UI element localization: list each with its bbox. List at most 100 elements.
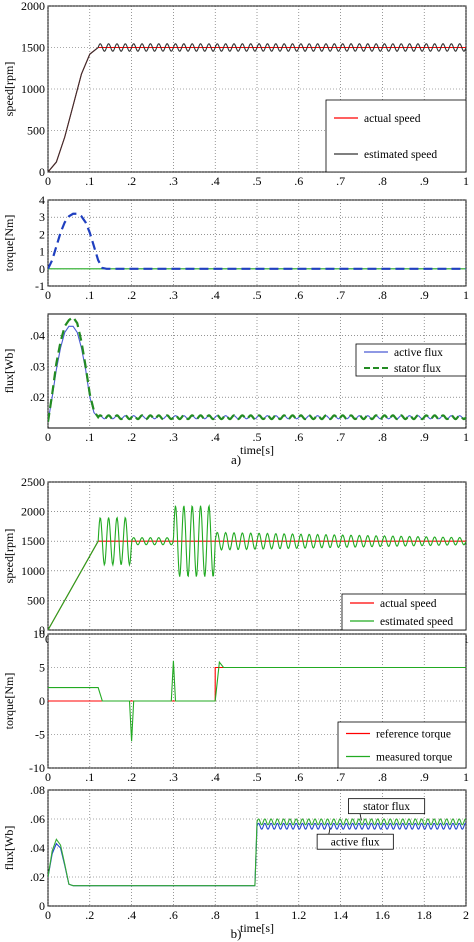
x-tick-label: .5 — [253, 174, 262, 188]
y-tick-label: 1 — [39, 245, 45, 259]
x-tick-label: .7 — [336, 770, 345, 784]
series-group — [48, 212, 466, 270]
x-tick-label: .3 — [169, 770, 178, 784]
x-tick-label: 1.6 — [375, 908, 390, 922]
y-tick-label: .04 — [30, 841, 45, 855]
y-tick-label: 500 — [27, 593, 45, 607]
x-tick-label: 1 — [254, 908, 260, 922]
x-tick-label: 1 — [463, 770, 469, 784]
y-tick-label: .02 — [30, 870, 45, 884]
caption-a: a) — [231, 452, 241, 467]
x-tick-label: .6 — [294, 288, 303, 302]
series-line-active-flux — [48, 822, 466, 887]
x-tick-label: .5 — [253, 770, 262, 784]
legend: actual speed estimated speed — [325, 99, 467, 173]
y-tick-label: 1000 — [21, 564, 45, 578]
series-line-estimated-speed — [48, 503, 466, 630]
x-tick-label: .2 — [127, 288, 136, 302]
annotation-box — [348, 798, 426, 815]
x-tick-label: .8 — [378, 288, 387, 302]
x-tick-label: .6 — [169, 908, 178, 922]
legend-label: actual speed — [364, 113, 421, 125]
x-tick-label: .9 — [420, 288, 429, 302]
annotation-box — [316, 833, 394, 850]
x-tick-label: .2 — [127, 174, 136, 188]
legend-box — [337, 721, 467, 769]
y-tick-label: 5 — [39, 661, 45, 675]
x-tick-label: .1 — [85, 174, 94, 188]
legend-label: measured torque — [376, 752, 452, 764]
x-axis-label: time[s] — [240, 443, 274, 457]
x-tick-label: 1 — [463, 430, 469, 444]
y-tick-label: -10 — [29, 761, 45, 775]
legend-label: active flux — [394, 347, 443, 359]
series-group — [48, 660, 466, 742]
x-tick-label: .5 — [253, 288, 262, 302]
legend-label: stator flux — [394, 363, 441, 375]
x-tick-label: 0 — [45, 908, 51, 922]
x-tick-label: .2 — [127, 770, 136, 784]
y-tick-label: 0 — [39, 694, 45, 708]
y-tick-label: 2000 — [21, 0, 45, 13]
x-tick-label: 1.8 — [417, 908, 432, 922]
x-tick-label: .2 — [127, 430, 136, 444]
x-tick-label: .4 — [211, 174, 220, 188]
series-line-stator-flux — [48, 818, 466, 887]
x-tick-label: .6 — [294, 174, 303, 188]
y-tick-label: .08 — [30, 783, 45, 797]
legend-label: actual speed — [380, 598, 437, 610]
y-tick-label: 0 — [39, 165, 45, 179]
y-axis-label: flux[Wb] — [2, 349, 16, 394]
x-tick-label: .3 — [169, 174, 178, 188]
annotation-label: active flux — [331, 837, 380, 849]
x-tick-label: 1 — [463, 288, 469, 302]
x-tick-label: .8 — [211, 908, 220, 922]
y-axis-label: speed[rpm] — [2, 529, 16, 584]
annotation-label: stator flux — [363, 801, 410, 813]
x-tick-label: 1.4 — [333, 908, 348, 922]
x-tick-label: 0 — [45, 770, 51, 784]
x-tick-label: .7 — [336, 174, 345, 188]
series-line-measured-torque — [48, 660, 466, 742]
legend-box — [355, 343, 467, 377]
x-tick-label: .9 — [420, 174, 429, 188]
legend-label: estimated speed — [380, 616, 453, 628]
x-tick-label: .3 — [169, 288, 178, 302]
legend-label: reference torque — [376, 729, 451, 741]
x-tick-label: 0 — [45, 174, 51, 188]
legend: active flux stator flux — [355, 343, 467, 377]
x-tick-label: .4 — [211, 288, 220, 302]
series-line-stator-flux — [48, 315, 466, 423]
y-tick-label: .04 — [30, 329, 45, 343]
legend-box — [341, 593, 467, 631]
legend-box — [325, 99, 467, 173]
y-tick-label: -1 — [35, 279, 45, 293]
x-tick-label: 2 — [463, 908, 469, 922]
chart-b2: 0 .1 .2 .3 .4 .5 .6 .7 .8 .9 1 -10 -5 0 5 10 torque[Nm] r… — [2, 627, 469, 784]
x-tick-label: 0 — [45, 430, 51, 444]
series-group — [48, 503, 466, 630]
y-tick-label: 4 — [39, 193, 45, 207]
y-tick-label: .06 — [30, 812, 45, 826]
y-tick-label: .02 — [30, 390, 45, 404]
series-group — [48, 818, 466, 887]
x-tick-label: .1 — [85, 770, 94, 784]
y-tick-label: -5 — [35, 728, 45, 742]
x-tick-label: .8 — [378, 174, 387, 188]
y-axis-label: torque[Nm] — [2, 673, 16, 730]
series-line-estimated-speed — [48, 43, 466, 172]
x-tick-label: .4 — [211, 770, 220, 784]
y-tick-label: .03 — [30, 359, 45, 373]
legend: reference torque measured torque — [337, 721, 467, 769]
y-tick-label: 3 — [39, 210, 45, 224]
caption-b: b) — [231, 926, 242, 941]
x-tick-label: .8 — [378, 770, 387, 784]
y-tick-label: 1500 — [21, 41, 45, 55]
x-tick-label: .8 — [378, 430, 387, 444]
x-tick-label: .7 — [336, 288, 345, 302]
legend: actual speed estimated speed — [341, 593, 467, 631]
series-group — [48, 43, 466, 172]
y-tick-label: 500 — [27, 124, 45, 138]
